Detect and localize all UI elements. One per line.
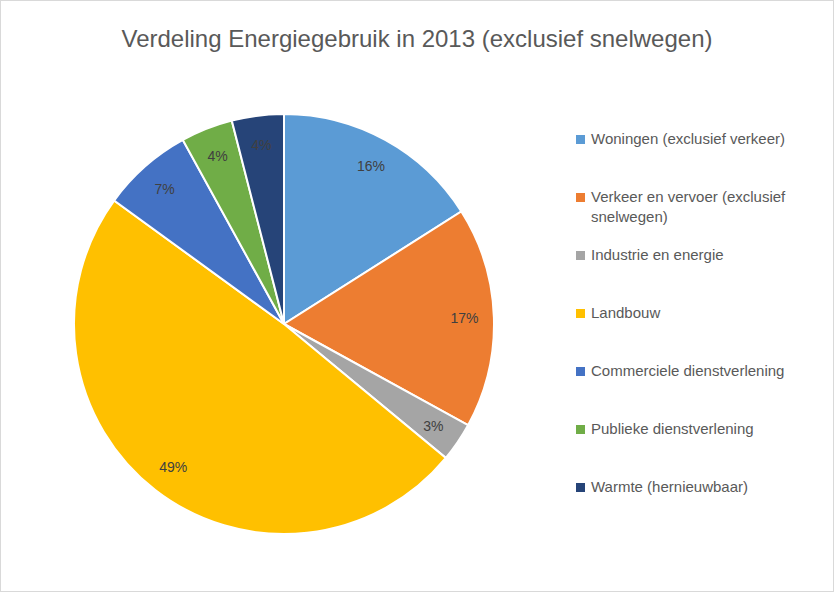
html-text:Commerciele dienstverlening: Commerciele dienstverlening [591, 362, 785, 379]
html-text:Verdeling Energiegebruik in 20: Verdeling Energiegebruik in 2013 (exclus… [121, 25, 713, 52]
html-text:Industrie en energie: Industrie en energie [591, 246, 724, 263]
html-text:Publieke dienstverlening: Publieke dienstverlening [591, 420, 754, 437]
svg-text:4%: 4% [207, 148, 227, 164]
html-text:Woningen (exclusief verkeer): Woningen (exclusief verkeer) [591, 130, 785, 147]
svg-text:3%: 3% [423, 418, 443, 434]
html-text:Landbouw: Landbouw [591, 304, 661, 321]
svg-text:49%: 49% [159, 459, 187, 475]
html-text:Verkeer en vervoer (exclusief: Verkeer en vervoer (exclusief snelwegen) [591, 188, 786, 225]
svg-text:16%: 16% [357, 158, 385, 174]
html-text:Warmte (hernieuwbaar): Warmte (hernieuwbaar) [591, 478, 748, 495]
svg-text:4%: 4% [251, 137, 271, 153]
svg-text:7%: 7% [154, 181, 174, 197]
svg-text:17%: 17% [450, 310, 478, 326]
